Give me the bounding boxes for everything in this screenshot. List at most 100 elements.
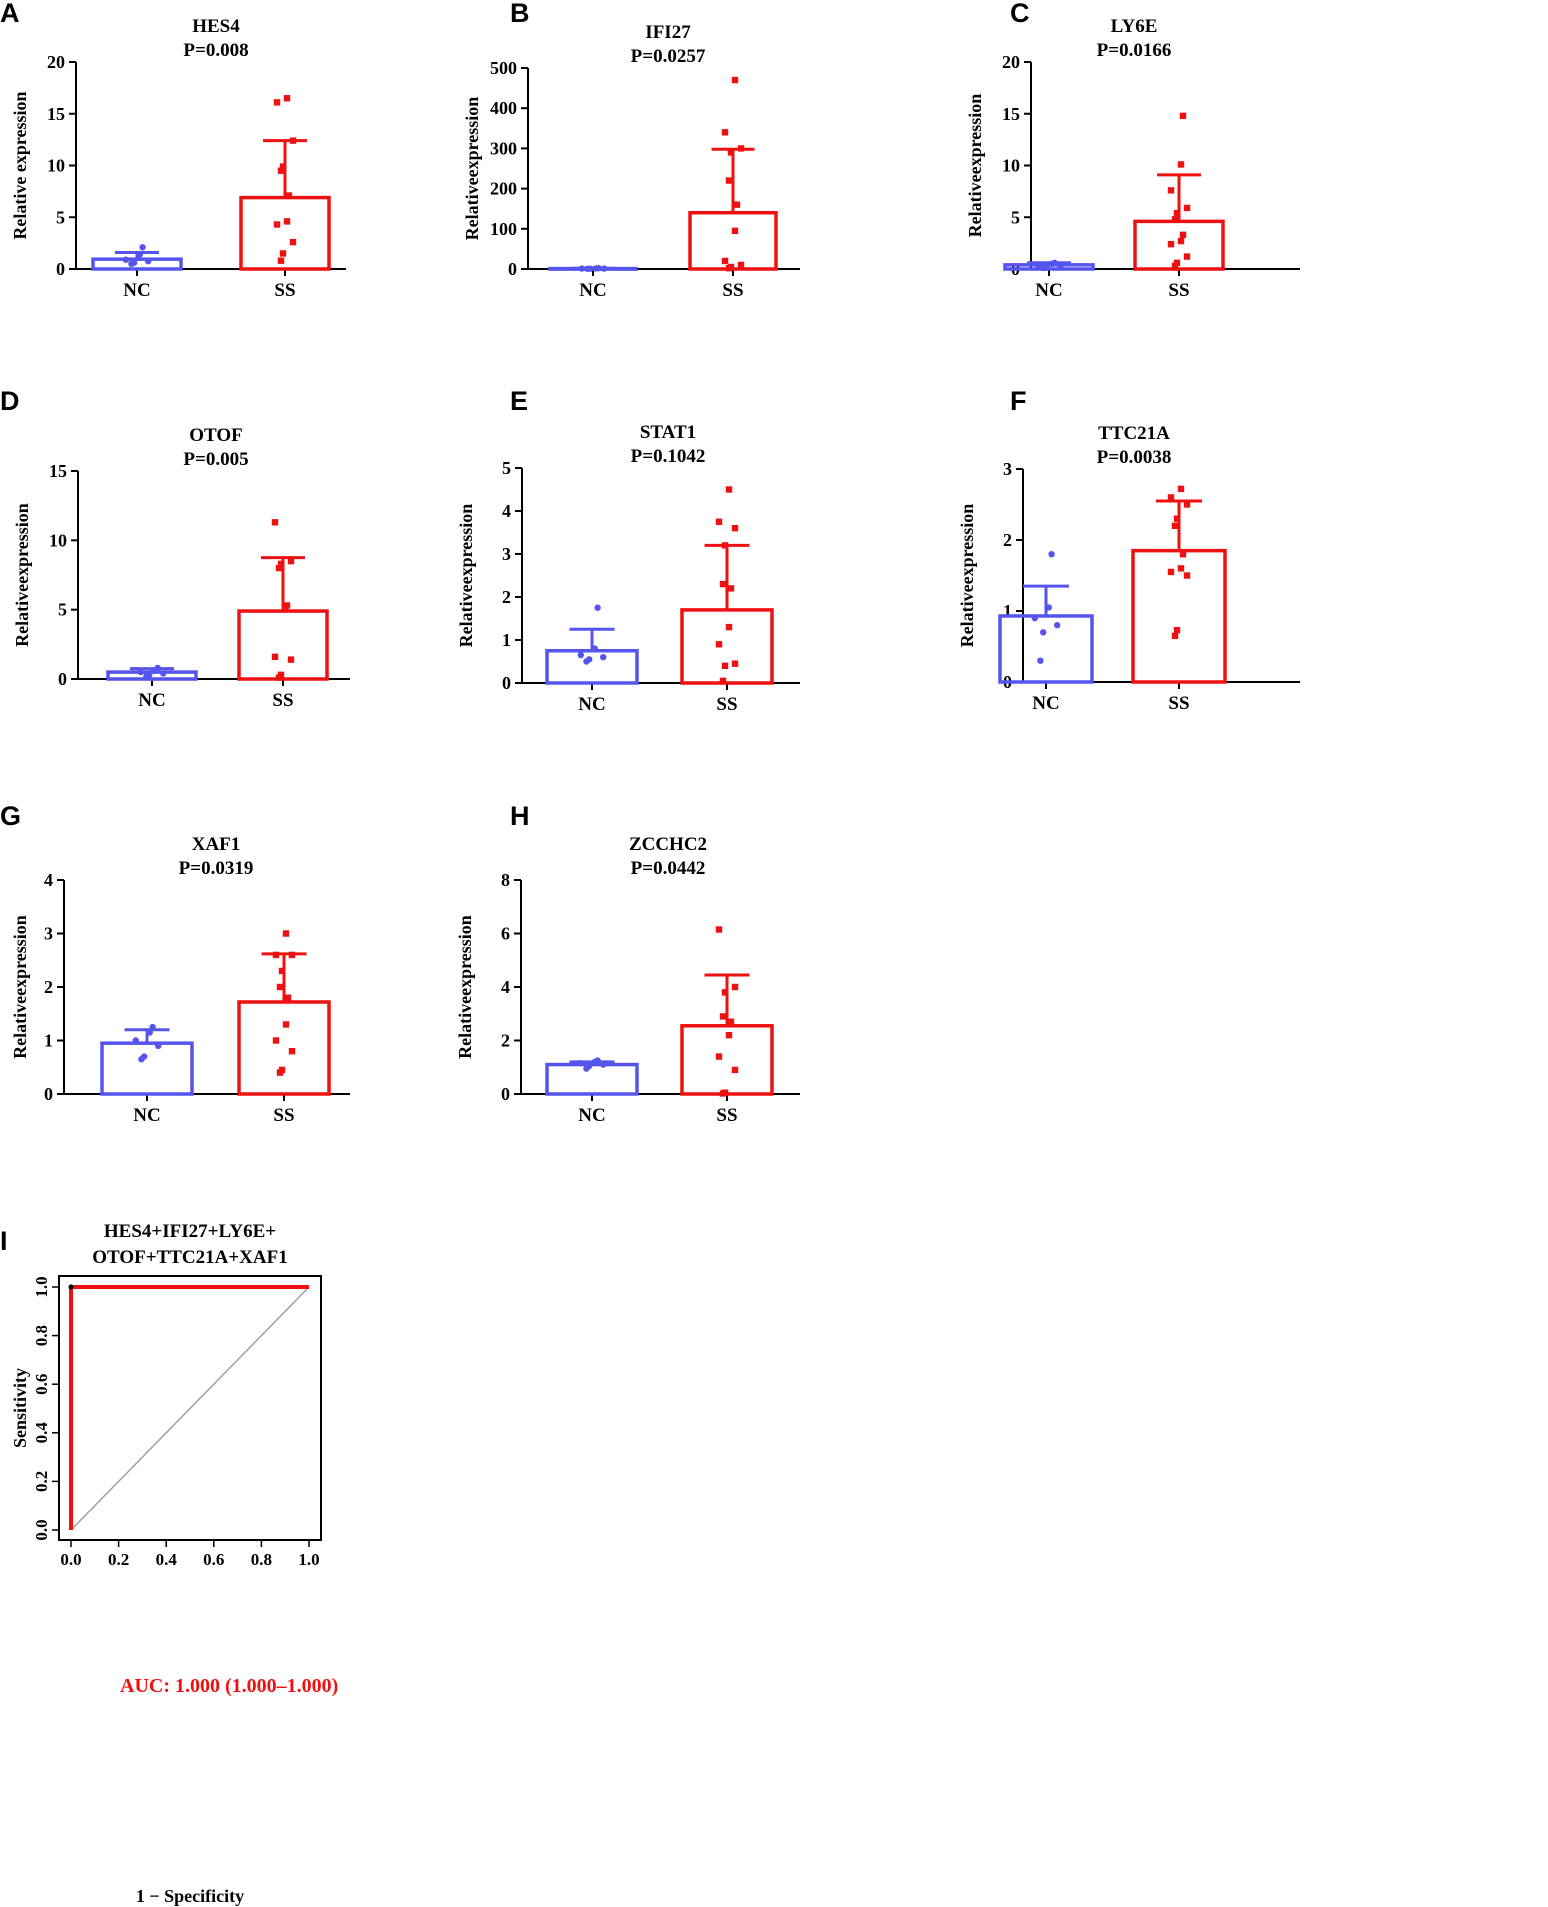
bar-ss [688,210,778,271]
y-tick-label: 3 [44,924,53,944]
data-point-nc [1037,657,1044,664]
category-label-ss: SS [716,1105,737,1126]
data-point-ss [273,221,281,228]
chart-subtitle: P=0.0319 [179,858,254,879]
category-label-nc: NC [1035,280,1062,301]
panel-c: C LY6EP=0.016605101520RelativeexpressionN… [965,0,1300,301]
data-point-ss [1183,501,1191,508]
data-point-ss [731,76,739,84]
panel-a: A HES4 P=0.008 0 5 10 15 20 Relative expression N… [0,0,346,301]
data-point-ss [279,163,287,170]
y-tick-label: 1 [502,630,511,650]
y-tick-label: 10 [49,530,67,550]
chart-title: HES4 [192,16,240,37]
data-point-nc [155,1042,162,1050]
y-tick-label: 0.6 [32,1374,51,1395]
y-tick-label: 200 [490,179,517,199]
data-point-ss [289,137,297,144]
data-point-ss [1177,161,1185,168]
data-point-ss [721,129,729,136]
data-point-ss [1173,626,1181,634]
data-point-ss [721,1089,729,1096]
data-point-nc [122,256,129,263]
category-label-ss: SS [1168,693,1189,714]
data-point-ss [727,585,735,592]
data-point-ss [731,983,739,991]
data-point-ss [731,227,739,235]
y-tick-label: 2 [502,587,511,607]
auc-label: AUC: 1.000 (1.000–1.000) [120,1675,338,1697]
y-axis-label: Relativeexpression [957,504,977,648]
y-tick-label: 0.8 [32,1325,51,1346]
data-point-nc [1045,604,1053,611]
category-label-ss: SS [272,690,293,711]
y-tick-label: 10 [47,156,65,176]
y-tick-label: 0.0 [32,1519,51,1540]
y-tick-label: 3 [1003,459,1012,479]
data-point-ss [1167,568,1175,576]
bar-nc [998,614,1094,684]
category-label-nc: NC [578,694,605,715]
y-tick-label: 15 [47,104,65,124]
chart-subtitle: P=0.008 [183,40,248,61]
data-point-ss [1183,572,1191,579]
data-point-ss [1173,259,1181,266]
data-point-ss [1167,494,1175,501]
chart-subtitle: P=0.0442 [631,858,706,879]
data-point-nc [586,656,593,663]
data-point-ss [725,177,733,184]
category-label-nc: NC [133,1105,160,1126]
chart-title: TTC21A [1098,423,1170,444]
data-point-ss [1179,112,1187,120]
x-axis-label: 1 − Specificity [136,1886,244,1906]
panel-letter: D [0,386,20,416]
data-point-ss [279,250,287,257]
data-point-ss [731,660,739,667]
data-point-ss [273,99,281,106]
x-tick-label: 0.6 [203,1550,224,1569]
data-point-nc [601,265,608,272]
data-point-nc [595,264,602,272]
y-tick-label: 4 [501,977,510,997]
data-point-ss [1171,522,1179,529]
data-point-ss [272,951,280,959]
data-point-nc [1043,263,1050,271]
data-point-nc [1048,551,1055,558]
data-point-ss [719,580,727,588]
data-point-ss [283,95,291,102]
data-point-ss [1183,204,1191,212]
panel-i: I HES4+IFI27+LY6E+ OTOF+TTC21A+XAF1 0.0 0.2 0… [0,1221,338,1906]
y-tick-label: 20 [1002,52,1020,72]
data-point-ss [1167,240,1175,248]
data-point-ss [731,525,739,532]
panel-e: E STAT1 P=0.1042 0 1 2 3 4 5 Relativeexpression NC… [456,386,800,715]
data-point-ss [1179,231,1187,239]
y-tick-label: 4 [502,501,511,521]
data-point-ss [721,257,729,265]
chart-subtitle: P=0.0166 [1097,40,1172,61]
data-point-ss [272,1037,280,1044]
data-point-ss [727,263,735,271]
chart-subtitle: P=0.1042 [631,446,706,467]
y-axis-label: Sensitivity [10,1368,30,1448]
data-point-nc [131,259,138,266]
category-label-nc: NC [579,280,606,301]
data-point-ss [715,641,723,648]
data-point-nc [132,1037,139,1044]
category-label-nc: NC [578,1105,605,1126]
bar-ss [237,609,329,681]
category-label-ss: SS [716,694,737,715]
y-tick-label: 5 [58,600,67,620]
roc-title-line2: OTOF+TTC21A+XAF1 [92,1247,287,1268]
data-point-ss [1177,485,1185,493]
y-tick-label: 0 [501,1084,510,1104]
data-point-ss [275,564,283,572]
data-point-ss [288,1048,296,1055]
data-point-nc [139,244,146,251]
data-point-ss [715,926,723,933]
x-tick-label: 0.4 [156,1550,178,1569]
y-tick-label: 15 [49,461,67,481]
bar-nc [545,1062,639,1096]
panel-d: D OTOF P=0.005 0 5 10 15 Relativeexpression NC SS [0,386,350,711]
y-axis-label: Relativeexpression [12,503,32,647]
